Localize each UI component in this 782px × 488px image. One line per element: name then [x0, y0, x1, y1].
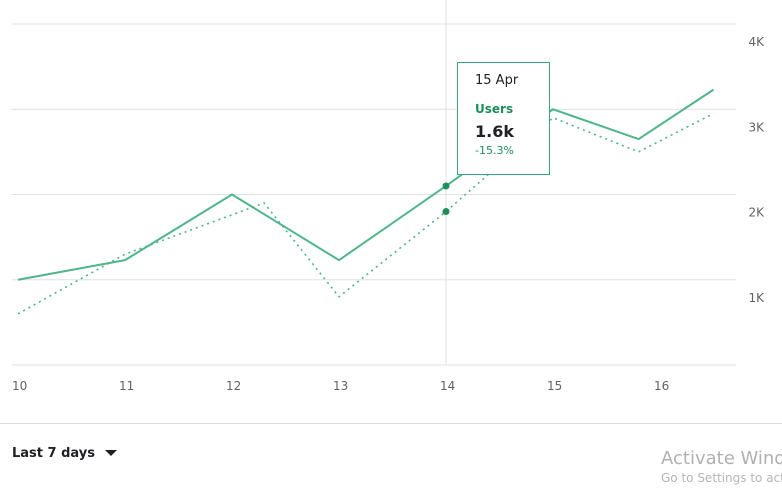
hover-markers	[442, 182, 450, 216]
watermark-title: Activate Windows	[661, 448, 782, 469]
tooltip-change: -15.3%	[475, 144, 514, 157]
x-tick-label: 16	[654, 379, 669, 393]
date-range-label: Last 7 days	[12, 445, 95, 461]
x-tick-label: 15	[547, 379, 562, 393]
y-axis: 4K 3K 2K 1K	[748, 35, 765, 305]
tooltip-date: 15 Apr	[475, 73, 519, 88]
x-tick-label: 14	[440, 379, 455, 393]
y-tick-label: 1K	[748, 291, 765, 305]
tooltip-value: 1.6k	[475, 122, 514, 141]
series-lines	[17, 88, 715, 315]
y-tick-label: 4K	[748, 35, 765, 49]
x-axis: 10 11 12 13 14 15 16	[12, 379, 669, 393]
x-tick-label: 11	[119, 379, 134, 393]
activate-windows-watermark: Activate Windows Go to Settings to activ…	[661, 448, 782, 485]
series-line-previous	[17, 112, 714, 315]
x-tick-label: 12	[226, 379, 241, 393]
chart-tooltip: 15 Apr Users 1.6k -15.3%	[457, 62, 550, 175]
y-tick-label: 3K	[748, 120, 765, 134]
gridlines	[12, 0, 736, 366]
hover-point	[442, 208, 450, 216]
y-tick-label: 2K	[748, 206, 765, 220]
x-tick-label: 13	[333, 379, 348, 393]
watermark-subtitle: Go to Settings to activate Windows.	[661, 471, 782, 485]
series-line-current	[17, 88, 715, 281]
date-range-dropdown[interactable]: Last 7 days	[12, 442, 117, 464]
x-tick-label: 10	[12, 379, 27, 393]
caret-down-icon	[105, 450, 117, 456]
tooltip-metric-label: Users	[475, 102, 514, 116]
line-chart: 10 11 12 13 14 15 16 4K 3K 2K 1K	[12, 0, 765, 393]
hover-point	[442, 182, 450, 190]
chart-footer: Last 7 days	[0, 423, 782, 488]
